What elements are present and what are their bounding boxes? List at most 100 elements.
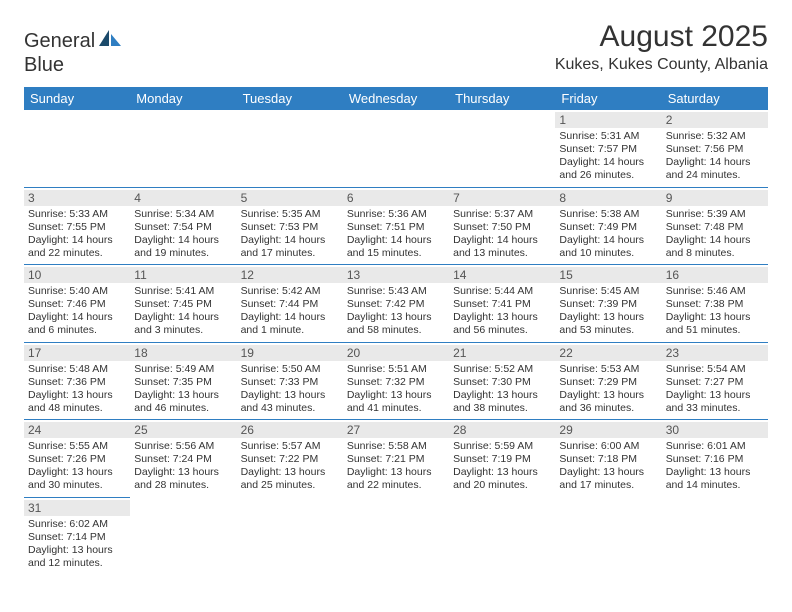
sunrise-text: Sunrise: 5:37 AM <box>453 208 551 221</box>
calendar-row: 24Sunrise: 5:55 AMSunset: 7:26 PMDayligh… <box>24 420 768 498</box>
sunrise-text: Sunrise: 5:41 AM <box>134 285 232 298</box>
day-details: Sunrise: 5:40 AMSunset: 7:46 PMDaylight:… <box>28 285 126 338</box>
sunrise-text: Sunrise: 6:00 AM <box>559 440 657 453</box>
calendar-cell: 14 Sunrise: 5:44 AMSunset: 7:41 PMDayligh… <box>449 265 555 343</box>
sunset-text: Sunset: 7:41 PM <box>453 298 551 311</box>
day-number: 6 <box>343 190 449 206</box>
sunset-text: Sunset: 7:38 PM <box>666 298 764 311</box>
calendar-cell: 29Sunrise: 6:00 AMSunset: 7:18 PMDayligh… <box>555 420 661 498</box>
day-number: 22 <box>555 345 661 361</box>
day-details: Sunrise: 5:56 AMSunset: 7:24 PMDaylight:… <box>134 440 232 493</box>
day-number: 28 <box>449 422 555 438</box>
calendar-row: 31 Sunrise: 6:02 AMSunset: 7:14 PMDayligh… <box>24 497 768 574</box>
day-details: Sunrise: 5:35 AMSunset: 7:53 PMDaylight:… <box>241 208 339 261</box>
sunset-text: Sunset: 7:22 PM <box>241 453 339 466</box>
day-number: 14 <box>449 267 555 283</box>
day-details: Sunrise: 5:39 AMSunset: 7:48 PMDaylight:… <box>666 208 764 261</box>
calendar-cell: 6Sunrise: 5:36 AMSunset: 7:51 PMDaylight… <box>343 187 449 265</box>
sunrise-text: Sunrise: 5:33 AM <box>28 208 126 221</box>
calendar-row: 1Sunrise: 5:31 AMSunset: 7:57 PMDaylight… <box>24 110 768 187</box>
calendar-cell <box>343 110 449 187</box>
day-number: 20 <box>343 345 449 361</box>
sunset-text: Sunset: 7:56 PM <box>666 143 764 156</box>
sunset-text: Sunset: 7:49 PM <box>559 221 657 234</box>
calendar-cell: 24Sunrise: 5:55 AMSunset: 7:26 PMDayligh… <box>24 420 130 498</box>
calendar-cell: 12 Sunrise: 5:42 AMSunset: 7:44 PMDayligh… <box>237 265 343 343</box>
calendar-cell: 18Sunrise: 5:49 AMSunset: 7:35 PMDayligh… <box>130 342 236 420</box>
day-details: Sunrise: 5:33 AMSunset: 7:55 PMDaylight:… <box>28 208 126 261</box>
day-details: Sunrise: 5:52 AMSunset: 7:30 PMDaylight:… <box>453 363 551 416</box>
day-details: Sunrise: 6:02 AMSunset: 7:14 PMDaylight:… <box>28 518 126 571</box>
calendar-row: 10 Sunrise: 5:40 AMSunset: 7:46 PMDayligh… <box>24 265 768 343</box>
day-number: 24 <box>24 422 130 438</box>
calendar-cell: 3Sunrise: 5:33 AMSunset: 7:55 PMDaylight… <box>24 187 130 265</box>
weekday-header: Thursday <box>449 87 555 110</box>
day-details: Sunrise: 5:57 AMSunset: 7:22 PMDaylight:… <box>241 440 339 493</box>
day-details: Sunrise: 5:43 AMSunset: 7:42 PMDaylight:… <box>347 285 445 338</box>
sunrise-text: Sunrise: 5:57 AM <box>241 440 339 453</box>
sunset-text: Sunset: 7:39 PM <box>559 298 657 311</box>
day-details: Sunrise: 6:01 AMSunset: 7:16 PMDaylight:… <box>666 440 764 493</box>
sunrise-text: Sunrise: 6:02 AM <box>28 518 126 531</box>
sunrise-text: Sunrise: 5:53 AM <box>559 363 657 376</box>
logo-text-2: Blue <box>24 54 64 76</box>
daylight-text: Daylight: 14 hours and 10 minutes. <box>559 234 657 260</box>
day-number: 31 <box>24 500 130 516</box>
calendar-cell: 1Sunrise: 5:31 AMSunset: 7:57 PMDaylight… <box>555 110 661 187</box>
day-details: Sunrise: 5:32 AMSunset: 7:56 PMDaylight:… <box>666 130 764 183</box>
sunset-text: Sunset: 7:45 PM <box>134 298 232 311</box>
day-details: Sunrise: 5:34 AMSunset: 7:54 PMDaylight:… <box>134 208 232 261</box>
daylight-text: Daylight: 14 hours and 17 minutes. <box>241 234 339 260</box>
daylight-text: Daylight: 13 hours and 53 minutes. <box>559 311 657 337</box>
calendar-table: Sunday Monday Tuesday Wednesday Thursday… <box>24 87 768 574</box>
weekday-header: Tuesday <box>237 87 343 110</box>
sunset-text: Sunset: 7:50 PM <box>453 221 551 234</box>
daylight-text: Daylight: 13 hours and 22 minutes. <box>347 466 445 492</box>
weekday-header: Wednesday <box>343 87 449 110</box>
day-details: Sunrise: 5:31 AMSunset: 7:57 PMDaylight:… <box>559 130 657 183</box>
sunset-text: Sunset: 7:14 PM <box>28 531 126 544</box>
day-number: 12 <box>237 267 343 283</box>
daylight-text: Daylight: 13 hours and 46 minutes. <box>134 389 232 415</box>
calendar-cell: 4Sunrise: 5:34 AMSunset: 7:54 PMDaylight… <box>130 187 236 265</box>
daylight-text: Daylight: 14 hours and 19 minutes. <box>134 234 232 260</box>
day-number: 9 <box>662 190 768 206</box>
calendar-cell: 26Sunrise: 5:57 AMSunset: 7:22 PMDayligh… <box>237 420 343 498</box>
day-details: Sunrise: 5:38 AMSunset: 7:49 PMDaylight:… <box>559 208 657 261</box>
calendar-cell <box>237 497 343 574</box>
day-details: Sunrise: 5:51 AMSunset: 7:32 PMDaylight:… <box>347 363 445 416</box>
daylight-text: Daylight: 14 hours and 13 minutes. <box>453 234 551 260</box>
day-number: 15 <box>555 267 661 283</box>
sunrise-text: Sunrise: 5:52 AM <box>453 363 551 376</box>
calendar-body: 1Sunrise: 5:31 AMSunset: 7:57 PMDaylight… <box>24 110 768 574</box>
sunrise-text: Sunrise: 5:51 AM <box>347 363 445 376</box>
calendar-cell: 8 Sunrise: 5:38 AMSunset: 7:49 PMDaylight… <box>555 187 661 265</box>
daylight-text: Daylight: 13 hours and 56 minutes. <box>453 311 551 337</box>
daylight-text: Daylight: 13 hours and 41 minutes. <box>347 389 445 415</box>
sunrise-text: Sunrise: 5:59 AM <box>453 440 551 453</box>
calendar-cell: 10 Sunrise: 5:40 AMSunset: 7:46 PMDayligh… <box>24 265 130 343</box>
sunset-text: Sunset: 7:57 PM <box>559 143 657 156</box>
calendar-row: 3Sunrise: 5:33 AMSunset: 7:55 PMDaylight… <box>24 187 768 265</box>
day-details: Sunrise: 5:45 AMSunset: 7:39 PMDaylight:… <box>559 285 657 338</box>
weekday-header: Friday <box>555 87 661 110</box>
sunset-text: Sunset: 7:19 PM <box>453 453 551 466</box>
sunrise-text: Sunrise: 5:36 AM <box>347 208 445 221</box>
sunrise-text: Sunrise: 5:38 AM <box>559 208 657 221</box>
daylight-text: Daylight: 13 hours and 14 minutes. <box>666 466 764 492</box>
day-number: 8 <box>555 190 661 206</box>
day-details: Sunrise: 5:42 AMSunset: 7:44 PMDaylight:… <box>241 285 339 338</box>
daylight-text: Daylight: 13 hours and 28 minutes. <box>134 466 232 492</box>
sunrise-text: Sunrise: 5:49 AM <box>134 363 232 376</box>
day-details: Sunrise: 5:44 AMSunset: 7:41 PMDaylight:… <box>453 285 551 338</box>
day-number: 11 <box>130 267 236 283</box>
sunrise-text: Sunrise: 5:58 AM <box>347 440 445 453</box>
daylight-text: Daylight: 13 hours and 33 minutes. <box>666 389 764 415</box>
sunset-text: Sunset: 7:48 PM <box>666 221 764 234</box>
weekday-header-row: Sunday Monday Tuesday Wednesday Thursday… <box>24 87 768 110</box>
day-number: 10 <box>24 267 130 283</box>
calendar-cell: 16Sunrise: 5:46 AMSunset: 7:38 PMDayligh… <box>662 265 768 343</box>
sunrise-text: Sunrise: 5:48 AM <box>28 363 126 376</box>
daylight-text: Daylight: 14 hours and 3 minutes. <box>134 311 232 337</box>
logo-text-1: General <box>24 30 95 53</box>
